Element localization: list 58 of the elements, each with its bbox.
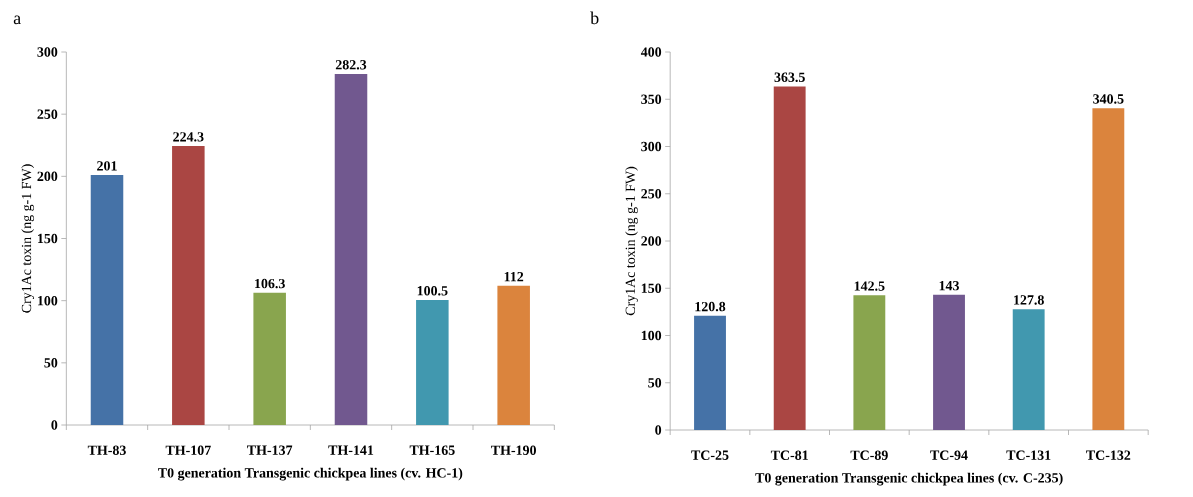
x-axis-title: T0 generation Transgenic chickpea lines (cv. C-235) [755,472,1063,486]
x-tick-label: TH-141 [328,445,374,455]
y-tick-label: 150 [38,233,58,244]
x-tick-label: TC-89 [850,450,888,460]
bar [694,315,726,430]
data-label: 282.3 [335,60,367,70]
data-label: 112 [504,271,524,282]
y-tick-label: 50 [648,378,662,388]
data-label: 106.3 [255,278,285,289]
x-tick-label: TC-25 [691,450,729,460]
data-label: 340.5 [1093,94,1124,104]
y-axis-title: Cry1Ac toxin (ng g-1 FW) [625,166,638,316]
y-tick-label: 400 [640,47,662,57]
y-tick-label: 100 [38,295,58,306]
bar [773,86,806,430]
bar [90,175,124,425]
y-tick-label: 350 [641,94,662,104]
bar [1092,108,1125,430]
y-tick-label: 0 [655,425,662,435]
x-tick-label: TH-107 [165,445,211,455]
y-tick-label: 0 [51,420,58,430]
y-tick-label: 150 [641,283,662,293]
bar [933,294,965,430]
x-tick-label: TH-190 [491,445,536,455]
data-label: 127.8 [1014,295,1044,305]
bar [253,292,286,425]
bar [416,300,449,425]
y-tick-label: 300 [641,141,662,152]
x-tick-label: TC-81 [770,450,808,460]
bar [334,74,368,425]
data-label: 142.5 [854,281,885,291]
data-label: 224.3 [173,132,204,142]
y-tick-label: 200 [641,236,662,246]
x-tick-label: TH-165 [409,445,455,455]
y-tick-label: 300 [37,47,58,57]
data-label: 100.5 [417,286,448,296]
data-label: 363.5 [774,72,805,82]
bar [1012,309,1045,430]
x-tick-label: TC-131 [1006,450,1051,460]
x-tick-label: TH-137 [247,445,293,455]
x-tick-label: TC-132 [1086,450,1131,460]
bar [497,285,530,425]
x-tick-label: TC-94 [930,450,968,460]
y-tick-label: 50 [44,358,58,368]
bar [853,295,886,430]
data-label: 120.8 [695,301,726,312]
y-tick-label: 100 [641,330,662,341]
x-tick-label: TH-83 [87,445,126,455]
y-tick-label: 250 [37,109,58,119]
data-label: 201 [97,161,117,171]
y-tick-label: 200 [37,171,58,182]
y-axis-title: Cry1Ac toxin (ng g-1 FW) [21,164,35,313]
y-tick-label: 250 [641,189,662,199]
bar [172,146,205,425]
x-axis-title: T0 generation Transgenic chickpea lines (cv. HC-1) [158,467,463,481]
chart-title: a [13,15,21,25]
chart-title: b [590,11,599,25]
data-label: 143 [939,280,959,291]
